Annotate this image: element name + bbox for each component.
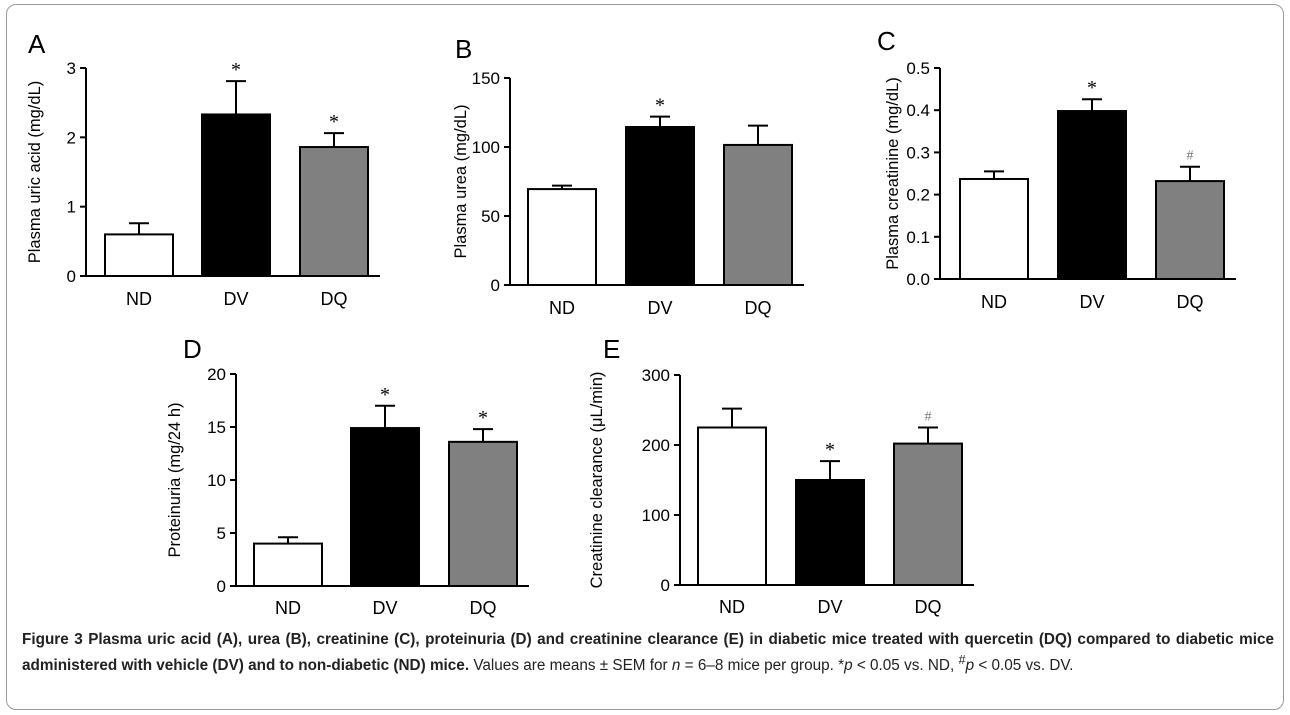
panel-a-category-label-dv: DV <box>223 289 248 309</box>
panel-d-bar-nd <box>253 542 323 587</box>
panel-c-y-tick-label: 0.3 <box>906 143 930 162</box>
panel-c-bar-nd <box>959 177 1029 280</box>
panel-b-y-label: Plasma urea (mg/dL) <box>452 104 470 258</box>
panel-d-annotation-dv: * <box>380 384 390 406</box>
panel-d-letter: D <box>183 334 202 364</box>
panel-c-y-tick-label: 0.1 <box>906 228 930 247</box>
panel-a-annotation-dv: * <box>231 59 241 81</box>
caption-n-symbol: n <box>671 657 681 675</box>
panel-e-bar-dv <box>795 479 865 586</box>
panel-d-y-tick-label: 20 <box>207 365 226 384</box>
caption-label: Figure 3 <box>22 631 83 648</box>
panel-d-annotation-dq: * <box>478 407 488 429</box>
panel-c-category-label-dv: DV <box>1079 292 1104 312</box>
panel-a-y-tick-label: 1 <box>67 198 76 217</box>
panel-c-annotation-dq: # <box>1187 149 1194 164</box>
panel-e-bar-dq <box>893 442 963 586</box>
panel-a-category-label-nd: ND <box>126 289 152 309</box>
panel-a-bar-dq <box>299 146 369 277</box>
caption-text-4: < 0.05 vs. DV. <box>978 657 1074 675</box>
caption-title: Plasma uric acid (A), urea (B), creatini… <box>22 631 1275 675</box>
panel-b-bar-dv <box>625 125 695 286</box>
panel-d-y-tick-label: 0 <box>217 577 226 596</box>
panel-b-bar-dq <box>723 143 793 286</box>
panel-d-y-tick-label: 5 <box>217 524 226 543</box>
caption-text-2: = 6–8 mice per group. * <box>684 657 845 675</box>
caption-text-3: < 0.05 vs. ND, <box>856 657 955 675</box>
panel-c-annotation-dv: * <box>1087 77 1097 99</box>
panel-a-y-label: Plasma uric acid (mg/dL) <box>26 81 44 263</box>
panel-b-letter: B <box>455 34 472 64</box>
panel-a-annotation-dq: * <box>329 111 339 133</box>
panel-d-bar-dq <box>448 440 518 587</box>
panel-c-y-tick-label: 0.2 <box>906 186 930 205</box>
panel-c-y-tick-label: 0.0 <box>906 270 930 289</box>
caption-p-symbol-2: p <box>965 657 975 675</box>
panel-c-bar-dv <box>1057 110 1127 280</box>
panel-c-category-label-nd: ND <box>981 292 1007 312</box>
figure-caption: Figure 3 Plasma uric acid (A), urea (B),… <box>22 630 1274 676</box>
panel-e-category-label-nd: ND <box>719 597 745 617</box>
panel-c-y-tick-label: 0.5 <box>906 59 930 78</box>
panel-e-bar-nd <box>697 426 767 586</box>
panel-d-y-label: Proteinuria (mg/24 h) <box>166 403 184 558</box>
figure-frame <box>6 4 1284 710</box>
panel-a-y-tick-label: 3 <box>67 59 76 78</box>
panel-a-category-label-dq: DQ <box>321 289 348 309</box>
panel-a-bar-dv <box>201 113 271 277</box>
panel-e-annotation-dv: * <box>825 439 835 461</box>
panel-b-y-tick-label: 150 <box>472 69 500 88</box>
panel-d-category-label-dv: DV <box>372 598 397 618</box>
panel-a-y-tick-label: 2 <box>67 128 76 147</box>
panel-b-y-tick-label: 50 <box>481 207 500 226</box>
panel-c-letter: C <box>877 26 896 56</box>
panel-a-letter: A <box>28 29 46 59</box>
caption-text-1: Values are means ± SEM for <box>473 657 668 675</box>
panel-a-bar-nd <box>104 233 174 277</box>
panel-d-bar-dv <box>350 427 420 587</box>
panel-e-category-label-dq: DQ <box>915 597 942 617</box>
panel-e-letter: E <box>603 334 620 364</box>
panel-c-y-label: Plasma creatinine (mg/dL) <box>884 77 902 270</box>
panel-e-y-tick-label: 0 <box>661 576 670 595</box>
panel-e-y-tick-label: 200 <box>642 436 670 455</box>
panel-d-y-tick-label: 10 <box>207 471 226 490</box>
panel-b-bar-nd <box>527 188 597 286</box>
caption-hash: # <box>958 652 966 667</box>
panel-e-y-label: Creatinine clearance (μL/min) <box>588 372 606 589</box>
panel-d-y-tick-label: 15 <box>207 418 226 437</box>
panel-c-bar-dq <box>1155 180 1225 280</box>
panel-b-y-tick-label: 100 <box>472 138 500 157</box>
panel-d-category-label-nd: ND <box>275 598 301 618</box>
caption-p-symbol-1: p <box>844 657 853 675</box>
panel-b-category-label-dq: DQ <box>745 298 772 318</box>
panel-e-category-label-dv: DV <box>817 597 842 617</box>
panel-b-category-label-dv: DV <box>647 298 672 318</box>
panel-e-annotation-dq: # <box>925 410 932 425</box>
panel-a-y-tick-label: 0 <box>67 267 76 286</box>
panel-b-y-tick-label: 0 <box>491 276 500 295</box>
panel-b-category-label-nd: ND <box>549 298 575 318</box>
panel-b-annotation-dv: * <box>655 95 665 117</box>
panel-e-y-tick-label: 300 <box>642 366 670 385</box>
panel-c-category-label-dq: DQ <box>1177 292 1204 312</box>
panel-c-y-tick-label: 0.4 <box>906 101 930 120</box>
panel-d-category-label-dq: DQ <box>470 598 497 618</box>
panel-e-y-tick-label: 100 <box>642 506 670 525</box>
